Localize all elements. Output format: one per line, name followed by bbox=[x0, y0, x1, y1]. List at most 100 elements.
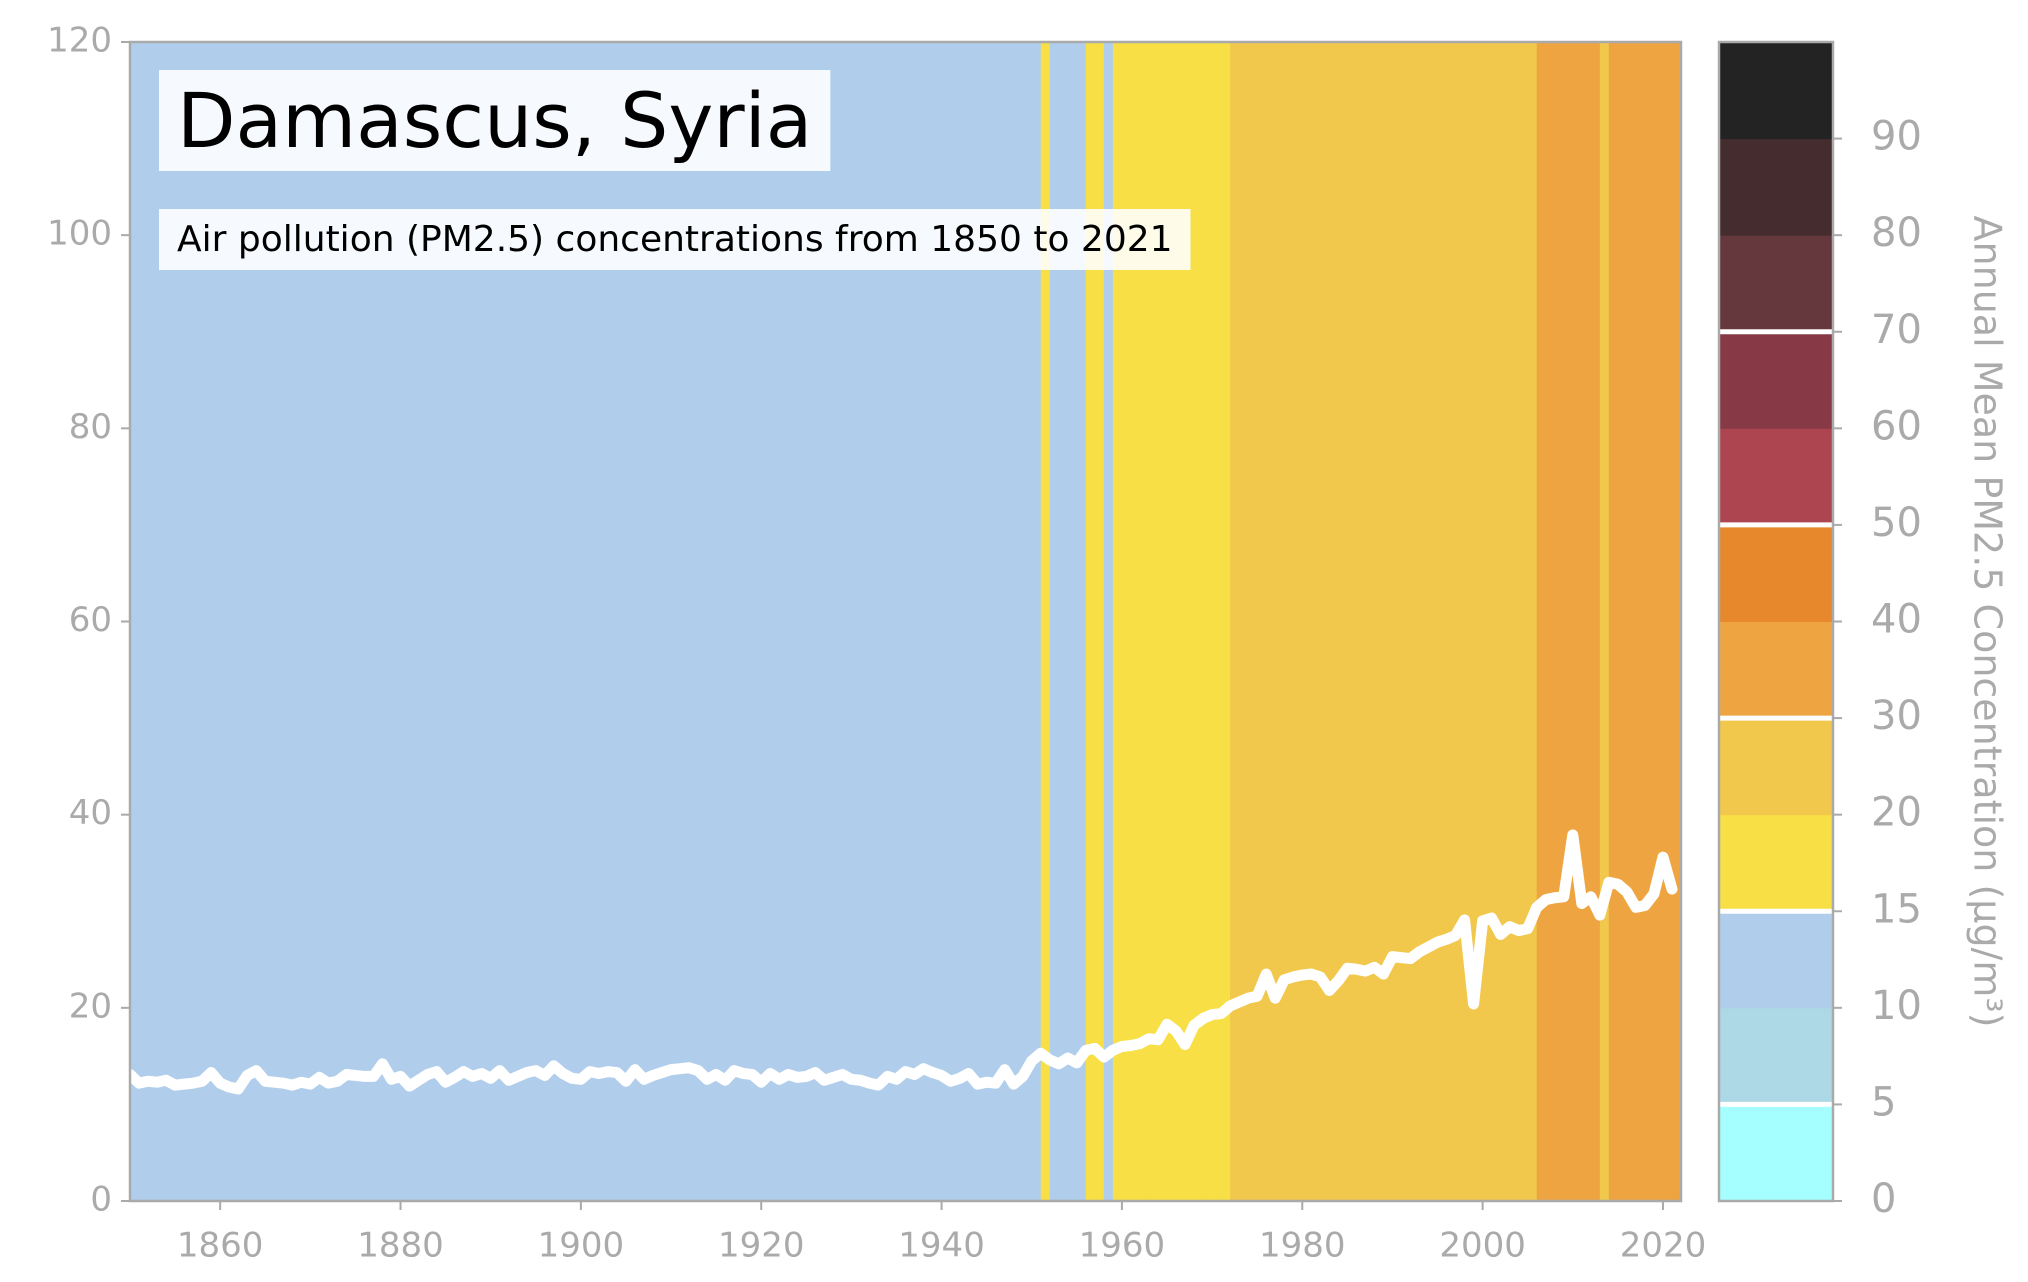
year-stripe bbox=[1356, 42, 1366, 1201]
chart-subtitle: Air pollution (PM2.5) concentrations fro… bbox=[177, 219, 1173, 260]
x-tick-label: 1960 bbox=[1079, 1226, 1166, 1266]
year-stripe bbox=[1365, 42, 1376, 1201]
year-stripe bbox=[139, 42, 149, 1201]
chart-title: Damascus, Syria bbox=[177, 76, 812, 165]
year-stripe bbox=[698, 42, 708, 1201]
year-stripe bbox=[301, 42, 311, 1201]
year-stripe bbox=[256, 42, 266, 1201]
year-stripe bbox=[1067, 42, 1078, 1201]
year-stripe bbox=[1428, 42, 1439, 1201]
year-stripe bbox=[959, 42, 970, 1201]
year-stripe bbox=[481, 42, 492, 1201]
colorbar-tick-label: 80 bbox=[1871, 210, 1922, 256]
colorbar-segment bbox=[1719, 524, 1833, 622]
year-stripe bbox=[562, 42, 573, 1201]
year-stripe bbox=[1031, 42, 1042, 1201]
year-stripe bbox=[1275, 42, 1285, 1201]
year-stripe bbox=[418, 42, 429, 1201]
year-stripe bbox=[229, 42, 239, 1201]
year-stripe bbox=[193, 42, 203, 1201]
year-stripe bbox=[1013, 42, 1024, 1201]
year-stripe bbox=[319, 42, 329, 1201]
year-stripe bbox=[130, 42, 140, 1201]
year-stripe bbox=[1185, 42, 1195, 1201]
year-stripe bbox=[607, 42, 618, 1201]
year-stripe bbox=[806, 42, 816, 1201]
colorbar-segment bbox=[1719, 428, 1833, 526]
year-stripe bbox=[1329, 42, 1339, 1201]
y-tick-label: 80 bbox=[69, 407, 112, 447]
colorbar-segment bbox=[1719, 1104, 1833, 1202]
y-tick-label: 100 bbox=[47, 214, 112, 254]
year-stripe bbox=[887, 42, 898, 1201]
colorbar-segment bbox=[1719, 718, 1833, 816]
year-stripe bbox=[382, 42, 393, 1201]
year-stripe bbox=[247, 42, 257, 1201]
year-stripe bbox=[1599, 42, 1610, 1201]
year-stripe bbox=[1130, 42, 1141, 1201]
year-stripe bbox=[797, 42, 807, 1201]
year-stripe bbox=[589, 42, 600, 1201]
year-stripe bbox=[1167, 42, 1177, 1201]
year-stripe bbox=[625, 42, 636, 1201]
y-tick-label: 40 bbox=[69, 793, 112, 833]
year-stripe bbox=[634, 42, 645, 1201]
year-stripe bbox=[643, 42, 654, 1201]
colorbar-segment bbox=[1719, 331, 1833, 429]
year-stripe bbox=[941, 42, 952, 1201]
year-stripe bbox=[328, 42, 339, 1201]
year-stripe bbox=[436, 42, 447, 1201]
year-stripe bbox=[869, 42, 880, 1201]
year-stripe bbox=[175, 42, 185, 1201]
colorbar-segment bbox=[1719, 814, 1833, 912]
year-stripe bbox=[1401, 42, 1412, 1201]
year-stripe bbox=[535, 42, 546, 1201]
colorbar-segment bbox=[1719, 1007, 1833, 1105]
chart-subtitle-group: Air pollution (PM2.5) concentrations fro… bbox=[159, 209, 1191, 270]
year-stripe bbox=[995, 42, 1006, 1201]
year-stripe bbox=[1121, 42, 1132, 1201]
year-stripe bbox=[1284, 42, 1294, 1201]
colorbar-segment bbox=[1719, 621, 1833, 719]
x-tick-label: 1860 bbox=[177, 1226, 264, 1266]
colorbar-tick-label: 60 bbox=[1871, 403, 1922, 449]
year-stripe bbox=[463, 42, 474, 1201]
year-stripe bbox=[1058, 42, 1069, 1201]
colorbar-tick-label: 0 bbox=[1871, 1176, 1896, 1222]
colorbar-tick-label: 50 bbox=[1871, 500, 1922, 546]
year-stripe bbox=[580, 42, 591, 1201]
year-stripe bbox=[788, 42, 798, 1201]
year-stripe bbox=[508, 42, 519, 1201]
colorbar-tick-label: 90 bbox=[1871, 114, 1922, 160]
year-stripe bbox=[1608, 42, 1619, 1201]
year-stripe bbox=[824, 42, 834, 1201]
year-stripe bbox=[1004, 42, 1015, 1201]
year-stripe bbox=[905, 42, 916, 1201]
year-stripe bbox=[157, 42, 167, 1201]
year-stripe bbox=[923, 42, 934, 1201]
year-stripe bbox=[1545, 42, 1556, 1201]
year-stripe bbox=[1464, 42, 1475, 1201]
year-stripe bbox=[1374, 42, 1385, 1201]
year-stripe bbox=[346, 42, 357, 1201]
year-stripe bbox=[310, 42, 320, 1201]
chart-title-group: Damascus, Syria bbox=[159, 69, 831, 171]
year-stripe bbox=[986, 42, 997, 1201]
year-stripe bbox=[851, 42, 862, 1201]
year-stripe bbox=[707, 42, 717, 1201]
year-stripe bbox=[770, 42, 780, 1201]
year-stripe bbox=[274, 42, 284, 1201]
year-stripe bbox=[1176, 42, 1186, 1201]
year-stripe bbox=[292, 42, 302, 1201]
colorbar-segment bbox=[1719, 235, 1833, 333]
year-stripe bbox=[1581, 42, 1592, 1201]
year-stripe bbox=[1239, 42, 1249, 1201]
pm25-line bbox=[124, 829, 1678, 1095]
year-stripe bbox=[490, 42, 501, 1201]
year-stripe bbox=[1022, 42, 1033, 1201]
colorbar-tick-label: 10 bbox=[1871, 983, 1922, 1029]
year-stripe bbox=[1049, 42, 1060, 1201]
year-stripe bbox=[671, 42, 681, 1201]
chart-title-box bbox=[159, 69, 831, 171]
